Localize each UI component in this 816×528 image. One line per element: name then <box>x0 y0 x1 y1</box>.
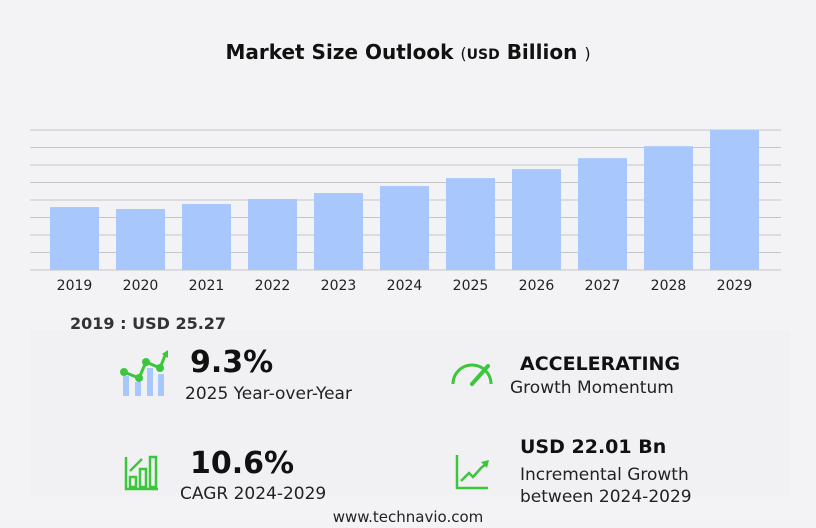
x-tick-label: 2023 <box>321 278 357 294</box>
bar-2027 <box>578 158 627 270</box>
cagr-label: CAGR 2024-2029 <box>180 484 327 504</box>
paren-close: ) <box>584 44 591 63</box>
x-tick-label: 2024 <box>387 278 423 294</box>
momentum-value: ACCELERATING <box>520 353 681 375</box>
line-growth-icon <box>455 455 489 490</box>
incremental-label-1: Incremental Growth <box>520 465 689 485</box>
incremental-value: USD 22.01 Bn <box>520 436 667 458</box>
footer-url[interactable]: www.technavio.com <box>332 508 484 526</box>
base-year-value: 2019 : USD 25.27 <box>70 314 227 333</box>
x-tick-label: 2020 <box>123 278 159 294</box>
x-tick-label: 2022 <box>255 278 291 294</box>
bar-2019 <box>50 207 99 270</box>
yoy-value: 9.3% <box>190 345 274 380</box>
bar-2022 <box>248 199 297 270</box>
bar-2026 <box>512 169 561 270</box>
x-tick-label: 2028 <box>651 278 687 294</box>
bar-2023 <box>314 193 363 270</box>
bar-2029 <box>710 130 759 270</box>
bar-chart: 2019 2020 2021 2022 2023 2024 2025 2026 2027 2028… <box>30 129 781 294</box>
x-tick-label: 2029 <box>717 278 753 294</box>
bar-2020 <box>116 208 165 270</box>
unit-prefix: USD <box>466 47 500 63</box>
unit: Billion <box>506 40 578 64</box>
paren-open: ( <box>460 44 467 63</box>
bar-2028 <box>644 146 693 270</box>
yoy-label: 2025 Year-over-Year <box>185 384 352 404</box>
bar-2021 <box>182 203 231 270</box>
x-tick-label: 2021 <box>189 278 225 294</box>
x-tick-label: 2019 <box>57 278 93 294</box>
bar-2025 <box>446 178 495 270</box>
x-tick-label: 2025 <box>453 278 489 294</box>
cagr-value: 10.6% <box>190 446 295 481</box>
x-tick-label: 2027 <box>585 278 621 294</box>
momentum-label: Growth Momentum <box>510 378 674 398</box>
bar-growth-icon <box>124 455 158 491</box>
trend-chart-icon <box>120 350 168 396</box>
speedometer-icon <box>451 363 493 386</box>
chart-title: Market Size Outlook (USD Billion ) <box>0 40 816 64</box>
incremental-label-2: between 2024-2029 <box>520 487 692 507</box>
title-text: Market Size Outlook <box>225 40 454 64</box>
bar-2024 <box>380 186 429 270</box>
x-tick-label: 2026 <box>519 278 555 294</box>
